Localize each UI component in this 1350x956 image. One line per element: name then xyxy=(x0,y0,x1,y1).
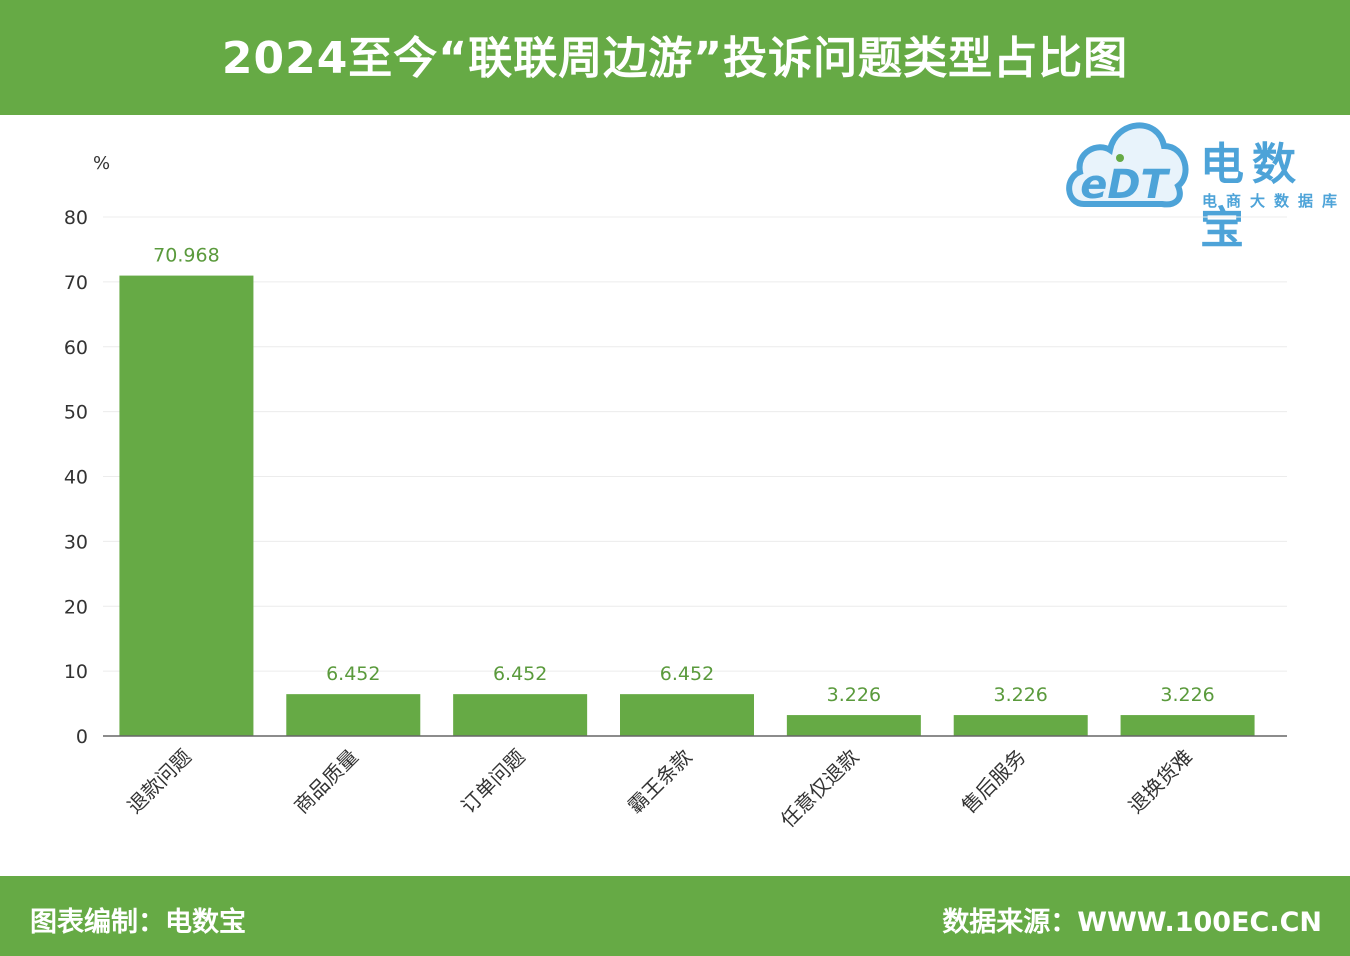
footer-credit: 图表编制：电数宝 xyxy=(30,907,246,938)
y-tick-label: 10 xyxy=(64,661,88,683)
data-label: 6.452 xyxy=(493,663,547,685)
chart-footer: 图表编制：电数宝 数据来源：WWW.100EC.CN xyxy=(0,876,1350,956)
chart-title: 2024至今“联联周边游”投诉问题类型占比图 xyxy=(221,32,1129,84)
y-tick-label: 30 xyxy=(64,531,88,553)
bar xyxy=(620,694,754,736)
bar xyxy=(119,275,254,736)
bar xyxy=(453,694,588,736)
x-axis: 退款问题 商品质量 订单问题 霸王条款 任意仅退款 售后服务 退换货难 xyxy=(103,735,1287,833)
y-tick-label: 70 xyxy=(64,272,88,294)
x-tick-label: 退换货难 xyxy=(1124,745,1198,819)
bars: 70.968 6.452 6.452 6.452 3.226 3.226 3.226 xyxy=(119,245,1255,736)
bar xyxy=(286,694,421,736)
y-tick-label: 80 xyxy=(64,207,88,229)
grid-lines xyxy=(103,216,1287,672)
chart-header: 2024至今“联联周边游”投诉问题类型占比图 xyxy=(0,0,1350,115)
y-tick-label: 0 xyxy=(76,726,88,748)
x-tick-label: 霸王条款 xyxy=(623,745,697,819)
x-tick-label: 商品质量 xyxy=(289,745,363,819)
y-tick-label: 20 xyxy=(64,596,88,618)
data-label: 3.226 xyxy=(1160,684,1214,706)
y-tick-label: 50 xyxy=(64,402,88,424)
logo-mark: eDT xyxy=(1080,162,1170,208)
data-label: 3.226 xyxy=(827,684,881,706)
bar xyxy=(786,715,921,736)
bar xyxy=(1120,715,1255,736)
y-tick-label: 40 xyxy=(64,467,88,489)
bar-chart: 0 10 20 30 40 50 60 70 80 70.968 6.452 6.452 6.452 3… xyxy=(64,153,1287,833)
y-axis: 0 10 20 30 40 50 60 70 80 xyxy=(64,207,88,748)
logo-subtitle: 电商大数据库 xyxy=(1202,192,1347,210)
logo-name: 电数宝 xyxy=(1200,139,1304,254)
x-tick-label: 售后服务 xyxy=(957,745,1031,819)
cloud-logo-icon: eDT xyxy=(1066,122,1189,208)
footer-source: 数据来源：WWW.100EC.CN xyxy=(942,907,1322,938)
x-tick-label: 退款问题 xyxy=(122,745,196,819)
data-label: 70.968 xyxy=(153,245,219,267)
data-label: 6.452 xyxy=(660,663,714,685)
y-axis-unit: % xyxy=(93,153,110,174)
y-tick-label: 60 xyxy=(64,337,88,359)
bar xyxy=(953,715,1088,736)
x-tick-label: 订单问题 xyxy=(456,745,530,819)
brand-logo: eDT 电数宝 电商大数据库 xyxy=(1062,106,1347,254)
data-label: 3.226 xyxy=(994,684,1048,706)
data-label: 6.452 xyxy=(326,663,380,685)
x-tick-label: 任意仅退款 xyxy=(776,745,864,833)
